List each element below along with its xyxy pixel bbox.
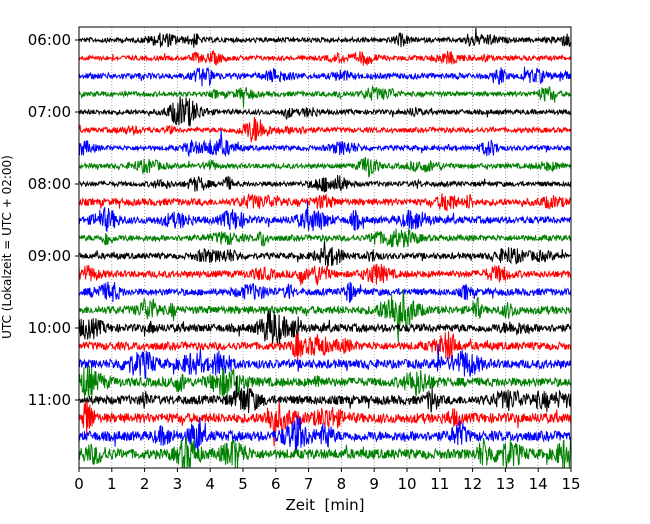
trace-0915 [79,263,571,286]
trace-0730 [79,129,571,158]
y-tick-label: 06:00 [28,31,71,49]
x-tick-label: 4 [205,475,215,493]
x-tick-label: 2 [140,475,150,493]
x-tick-label: 10 [397,475,416,493]
y-axis: 06:00 07:00 08:00 09:00 10:00 11:00 [28,31,79,409]
x-tick-label: 7 [304,475,314,493]
x-tick-label: 15 [561,475,580,493]
x-axis-label: Zeit [min] [285,496,364,514]
x-tick-label: 6 [271,475,281,493]
trace-1100 [79,376,571,414]
trace-0600 [79,27,571,48]
trace-0900 [79,240,571,268]
x-tick-label: 8 [337,475,347,493]
trace-0630 [79,66,571,87]
trace-0815 [79,192,571,212]
x-tick-label: 1 [107,475,117,493]
trace-0800 [79,174,571,193]
trace-0700 [79,96,571,127]
x-tick-label: 3 [173,475,183,493]
x-tick-label: 9 [369,475,379,493]
trace-1015 [79,331,571,361]
y-tick-label: 07:00 [28,103,71,121]
y-tick-label: 11:00 [28,391,71,409]
trace-0930 [79,281,571,303]
y-axis-label: UTC (Lokalzeit = UTC + 02:00) [0,155,14,339]
y-tick-label: 08:00 [28,175,71,193]
x-tick-label: 12 [463,475,482,493]
trace-0845 [79,228,571,248]
trace-1000 [79,309,571,345]
x-tick-label: 14 [529,475,548,493]
trace-0615 [79,49,571,66]
trace-0715 [79,116,571,143]
x-tick-label: 0 [74,475,84,493]
x-axis: 0 1 2 3 4 5 6 7 8 9 10 11 12 13 14 15 [74,468,581,493]
trace-1045 [79,365,571,401]
trace-0945 [79,289,571,343]
x-tick-label: 5 [238,475,248,493]
trace-1030 [79,343,571,379]
x-tick-label: 11 [430,475,449,493]
trace-1145 [79,437,571,468]
x-tick-label: 13 [496,475,515,493]
y-tick-label: 10:00 [28,319,71,337]
trace-0645 [79,84,571,108]
plot-frame [78,26,572,469]
traces [79,27,571,468]
trace-1130 [79,415,571,452]
trace-0745 [79,156,571,178]
y-tick-label: 09:00 [28,247,71,265]
trace-0830 [79,201,571,233]
